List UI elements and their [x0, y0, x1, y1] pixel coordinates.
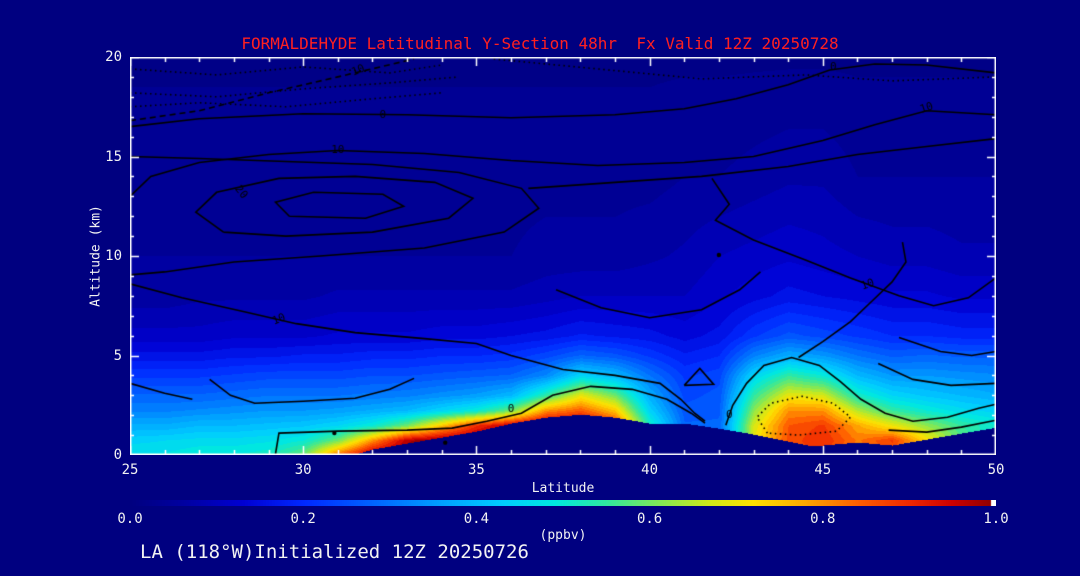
contour-plot-canvas — [130, 57, 996, 455]
y-tick-label: 0 — [113, 447, 122, 463]
colorbar-units-label: (ppbv) — [539, 528, 587, 543]
y-tick-label: 20 — [105, 49, 122, 65]
y-tick-label: 5 — [113, 347, 122, 364]
y-tick-label: 15 — [105, 148, 122, 165]
x-tick-label: 45 — [814, 462, 832, 478]
x-tick-label: 40 — [641, 462, 659, 478]
x-tick-label: 25 — [121, 462, 139, 478]
colorbar-tick-label: 0.8 — [810, 511, 836, 527]
chart-title: FORMALDEHYDE Latitudinal Y-Section 48hr … — [241, 34, 839, 53]
colorbar-tick-label: 0.4 — [463, 511, 490, 527]
x-tick-label: 30 — [294, 462, 312, 478]
colorbar-tick-label: 1.0 — [983, 511, 1009, 527]
colorbar-tick-label: 0.2 — [290, 511, 316, 527]
x-axis-label: Latitude — [531, 481, 595, 496]
x-tick-label: 35 — [467, 462, 485, 478]
colorbar-tick-label: 0.0 — [117, 511, 143, 527]
init-caption: LA (118°W)Initialized 12Z 20250726 — [140, 541, 529, 563]
y-tick-label: 10 — [105, 248, 122, 264]
colorbar-tick-label: 0.6 — [636, 511, 663, 527]
colorbar-canvas — [130, 500, 996, 506]
x-tick-label: 50 — [987, 462, 1005, 478]
